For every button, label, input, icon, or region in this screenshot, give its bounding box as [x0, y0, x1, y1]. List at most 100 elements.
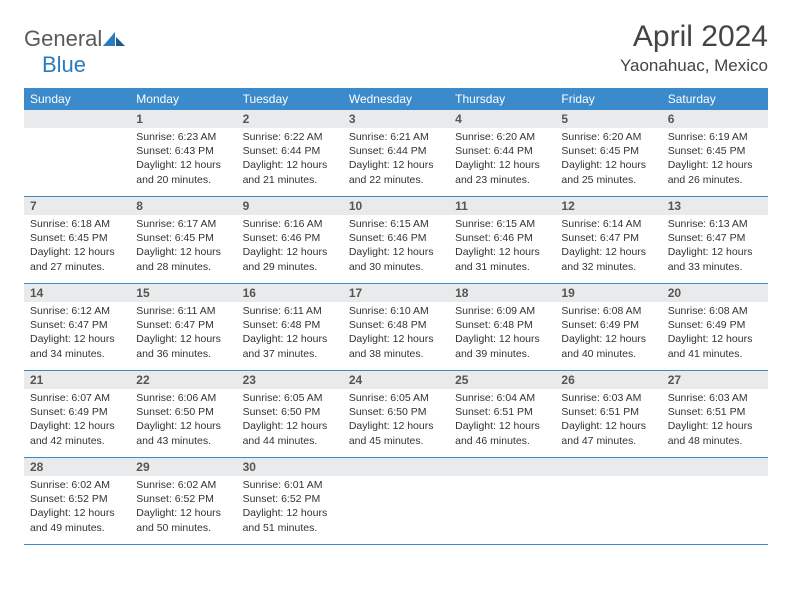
daylight-text: Daylight: 12 hours and 48 minutes.: [668, 419, 762, 447]
day-details: Sunrise: 6:21 AMSunset: 6:44 PMDaylight:…: [343, 128, 449, 191]
day-details: Sunrise: 6:23 AMSunset: 6:43 PMDaylight:…: [130, 128, 236, 191]
daylight-text: Daylight: 12 hours and 45 minutes.: [349, 419, 443, 447]
calendar-day-cell: 7Sunrise: 6:18 AMSunset: 6:45 PMDaylight…: [24, 197, 130, 284]
sunset-text: Sunset: 6:46 PM: [349, 231, 443, 245]
weekday-header: Tuesday: [237, 88, 343, 110]
sunset-text: Sunset: 6:44 PM: [455, 144, 549, 158]
sunrise-text: Sunrise: 6:16 AM: [243, 217, 337, 231]
calendar-day-cell: 1Sunrise: 6:23 AMSunset: 6:43 PMDaylight…: [130, 110, 236, 197]
calendar-day-cell: [662, 458, 768, 545]
calendar-table: Sunday Monday Tuesday Wednesday Thursday…: [24, 88, 768, 545]
sunset-text: Sunset: 6:48 PM: [243, 318, 337, 332]
weekday-header: Friday: [555, 88, 661, 110]
day-number: 14: [24, 284, 130, 302]
day-number: 3: [343, 110, 449, 128]
day-details: Sunrise: 6:15 AMSunset: 6:46 PMDaylight:…: [343, 215, 449, 278]
sunrise-text: Sunrise: 6:06 AM: [136, 391, 230, 405]
day-details: Sunrise: 6:01 AMSunset: 6:52 PMDaylight:…: [237, 476, 343, 539]
sunset-text: Sunset: 6:51 PM: [561, 405, 655, 419]
day-details: Sunrise: 6:08 AMSunset: 6:49 PMDaylight:…: [555, 302, 661, 365]
day-number: 24: [343, 371, 449, 389]
sunset-text: Sunset: 6:44 PM: [243, 144, 337, 158]
calendar-day-cell: 16Sunrise: 6:11 AMSunset: 6:48 PMDayligh…: [237, 284, 343, 371]
day-details: Sunrise: 6:14 AMSunset: 6:47 PMDaylight:…: [555, 215, 661, 278]
logo-text-blue: Blue: [42, 52, 125, 78]
daylight-text: Daylight: 12 hours and 21 minutes.: [243, 158, 337, 186]
day-number: 30: [237, 458, 343, 476]
calendar-day-cell: 19Sunrise: 6:08 AMSunset: 6:49 PMDayligh…: [555, 284, 661, 371]
day-details: Sunrise: 6:17 AMSunset: 6:45 PMDaylight:…: [130, 215, 236, 278]
day-details: Sunrise: 6:09 AMSunset: 6:48 PMDaylight:…: [449, 302, 555, 365]
logo-sail-icon: [103, 33, 125, 50]
day-number: 4: [449, 110, 555, 128]
sunrise-text: Sunrise: 6:14 AM: [561, 217, 655, 231]
sunset-text: Sunset: 6:46 PM: [455, 231, 549, 245]
sunrise-text: Sunrise: 6:20 AM: [455, 130, 549, 144]
sunrise-text: Sunrise: 6:22 AM: [243, 130, 337, 144]
calendar-day-cell: 12Sunrise: 6:14 AMSunset: 6:47 PMDayligh…: [555, 197, 661, 284]
day-number: 13: [662, 197, 768, 215]
calendar-day-cell: 29Sunrise: 6:02 AMSunset: 6:52 PMDayligh…: [130, 458, 236, 545]
sunrise-text: Sunrise: 6:19 AM: [668, 130, 762, 144]
day-details: Sunrise: 6:04 AMSunset: 6:51 PMDaylight:…: [449, 389, 555, 452]
calendar-day-cell: 24Sunrise: 6:05 AMSunset: 6:50 PMDayligh…: [343, 371, 449, 458]
daylight-text: Daylight: 12 hours and 34 minutes.: [30, 332, 124, 360]
calendar-day-cell: 6Sunrise: 6:19 AMSunset: 6:45 PMDaylight…: [662, 110, 768, 197]
sunset-text: Sunset: 6:47 PM: [30, 318, 124, 332]
day-details: Sunrise: 6:12 AMSunset: 6:47 PMDaylight:…: [24, 302, 130, 365]
day-number: 6: [662, 110, 768, 128]
sunrise-text: Sunrise: 6:03 AM: [561, 391, 655, 405]
day-number: 10: [343, 197, 449, 215]
daylight-text: Daylight: 12 hours and 49 minutes.: [30, 506, 124, 534]
sunset-text: Sunset: 6:45 PM: [136, 231, 230, 245]
calendar-day-cell: 25Sunrise: 6:04 AMSunset: 6:51 PMDayligh…: [449, 371, 555, 458]
day-number: 1: [130, 110, 236, 128]
calendar-day-cell: 14Sunrise: 6:12 AMSunset: 6:47 PMDayligh…: [24, 284, 130, 371]
weekday-header: Saturday: [662, 88, 768, 110]
daylight-text: Daylight: 12 hours and 23 minutes.: [455, 158, 549, 186]
sunrise-text: Sunrise: 6:02 AM: [30, 478, 124, 492]
weekday-header-row: Sunday Monday Tuesday Wednesday Thursday…: [24, 88, 768, 110]
calendar-day-cell: [449, 458, 555, 545]
sunset-text: Sunset: 6:51 PM: [668, 405, 762, 419]
header: General Blue April 2024 Yaonahuac, Mexic…: [24, 20, 768, 78]
day-details: Sunrise: 6:15 AMSunset: 6:46 PMDaylight:…: [449, 215, 555, 278]
sunset-text: Sunset: 6:50 PM: [243, 405, 337, 419]
sunset-text: Sunset: 6:44 PM: [349, 144, 443, 158]
sunrise-text: Sunrise: 6:13 AM: [668, 217, 762, 231]
daylight-text: Daylight: 12 hours and 28 minutes.: [136, 245, 230, 273]
sunrise-text: Sunrise: 6:10 AM: [349, 304, 443, 318]
calendar-day-cell: 11Sunrise: 6:15 AMSunset: 6:46 PMDayligh…: [449, 197, 555, 284]
day-details: [343, 476, 449, 482]
sunrise-text: Sunrise: 6:18 AM: [30, 217, 124, 231]
daylight-text: Daylight: 12 hours and 38 minutes.: [349, 332, 443, 360]
day-number: 20: [662, 284, 768, 302]
calendar-week-row: 21Sunrise: 6:07 AMSunset: 6:49 PMDayligh…: [24, 371, 768, 458]
sunrise-text: Sunrise: 6:15 AM: [349, 217, 443, 231]
day-details: Sunrise: 6:03 AMSunset: 6:51 PMDaylight:…: [555, 389, 661, 452]
daylight-text: Daylight: 12 hours and 41 minutes.: [668, 332, 762, 360]
day-details: Sunrise: 6:11 AMSunset: 6:48 PMDaylight:…: [237, 302, 343, 365]
location-label: Yaonahuac, Mexico: [620, 56, 768, 76]
day-number: 26: [555, 371, 661, 389]
weekday-header: Monday: [130, 88, 236, 110]
daylight-text: Daylight: 12 hours and 46 minutes.: [455, 419, 549, 447]
sunset-text: Sunset: 6:47 PM: [136, 318, 230, 332]
day-number: [343, 458, 449, 476]
calendar-day-cell: 17Sunrise: 6:10 AMSunset: 6:48 PMDayligh…: [343, 284, 449, 371]
sunset-text: Sunset: 6:52 PM: [30, 492, 124, 506]
calendar-day-cell: 8Sunrise: 6:17 AMSunset: 6:45 PMDaylight…: [130, 197, 236, 284]
sunset-text: Sunset: 6:45 PM: [668, 144, 762, 158]
day-number: 15: [130, 284, 236, 302]
day-number: 12: [555, 197, 661, 215]
calendar-day-cell: 13Sunrise: 6:13 AMSunset: 6:47 PMDayligh…: [662, 197, 768, 284]
sunrise-text: Sunrise: 6:05 AM: [349, 391, 443, 405]
sunrise-text: Sunrise: 6:07 AM: [30, 391, 124, 405]
day-number: 19: [555, 284, 661, 302]
day-number: [555, 458, 661, 476]
daylight-text: Daylight: 12 hours and 39 minutes.: [455, 332, 549, 360]
calendar-week-row: 28Sunrise: 6:02 AMSunset: 6:52 PMDayligh…: [24, 458, 768, 545]
day-details: Sunrise: 6:11 AMSunset: 6:47 PMDaylight:…: [130, 302, 236, 365]
day-number: 2: [237, 110, 343, 128]
sunrise-text: Sunrise: 6:15 AM: [455, 217, 549, 231]
